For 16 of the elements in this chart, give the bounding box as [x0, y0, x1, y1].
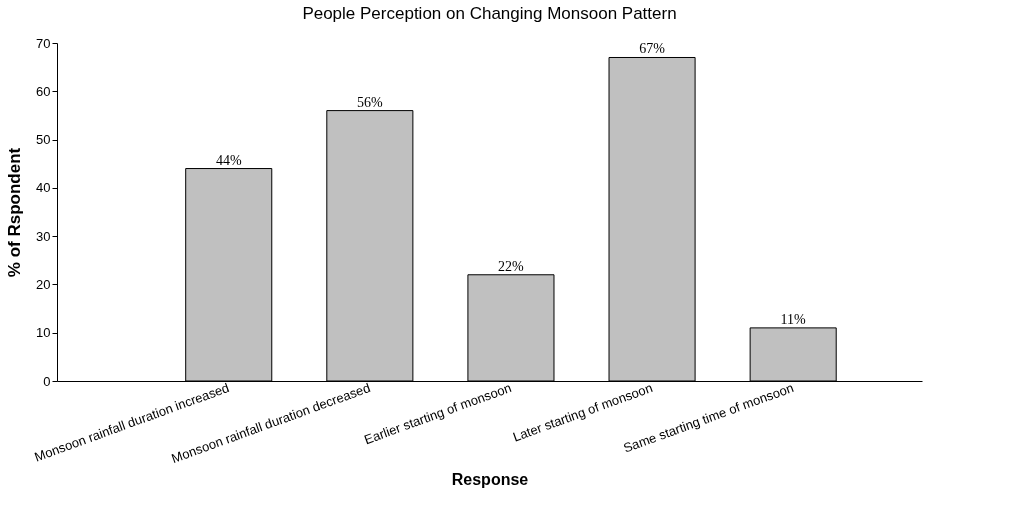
data-label: 22%: [498, 258, 525, 274]
y-tick-label: 20: [36, 276, 51, 292]
y-tick-label: 50: [36, 132, 51, 148]
data-label: 67%: [639, 41, 666, 57]
y-tick-label: 10: [36, 325, 51, 341]
chart-title: People Perception on Changing Monsoon Pattern: [302, 4, 677, 23]
y-axis-title: % of Rspondent: [5, 147, 25, 278]
data-label: 11%: [780, 311, 807, 327]
y-tick-label: 0: [43, 373, 51, 389]
data-label: 44%: [215, 152, 242, 168]
y-tick-label: 70: [36, 35, 51, 51]
x-axis-title: Response: [451, 471, 529, 488]
y-tick-label: 30: [36, 228, 51, 244]
y-tick-label: 60: [36, 83, 51, 99]
data-label: 56%: [357, 94, 383, 110]
y-tick-label: 40: [36, 180, 51, 196]
